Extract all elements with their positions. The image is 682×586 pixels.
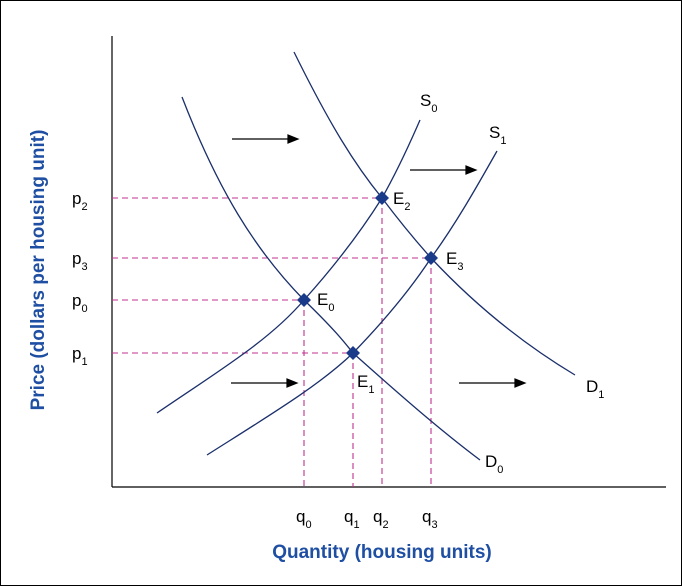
quantity-label-q0-sub: 0 — [305, 519, 311, 531]
equilibrium-point-e0 — [297, 293, 311, 307]
equilibrium-label-e2-sub: 2 — [404, 201, 410, 213]
equilibrium-label-e1-sub: 1 — [368, 384, 374, 396]
price-label-p2-base: p — [72, 189, 81, 208]
curve-label-d1-sub: 1 — [598, 389, 604, 401]
quantity-label-q1-base: q — [344, 507, 353, 526]
quantity-label-q3-sub: 3 — [431, 519, 437, 531]
curve-label-s0-base: S — [420, 91, 431, 110]
price-label-p1: p1 — [72, 344, 88, 368]
price-label-p3: p3 — [72, 249, 88, 273]
supply-curve-s0 — [156, 119, 421, 414]
quantity-label-q3: q3 — [422, 507, 438, 531]
curve-label-d1-base: D — [586, 377, 598, 396]
y-axis-title: Price (dollars per housing unit) — [28, 130, 49, 411]
equilibrium-label-e3-sub: 3 — [457, 261, 463, 273]
price-label-p3-sub: 3 — [81, 261, 87, 273]
equilibrium-label-e2: E2 — [393, 189, 410, 213]
curve-label-s1: S1 — [489, 123, 506, 147]
curve-label-d0-sub: 0 — [497, 464, 503, 476]
curve-label-s0: S0 — [420, 91, 437, 115]
equilibrium-point-e2 — [375, 191, 389, 205]
quantity-label-q0: q0 — [296, 507, 312, 531]
equilibrium-label-e0: E0 — [317, 290, 334, 314]
price-label-p1-sub: 1 — [81, 356, 87, 368]
guide-lines — [112, 197, 432, 487]
quantity-label-q2-sub: 2 — [382, 519, 388, 531]
supply-curve-s1 — [206, 150, 498, 456]
arrow-d1-shift-head — [465, 165, 478, 175]
curve-label-d0: D0 — [485, 452, 503, 476]
curve-label-d1: D1 — [586, 377, 604, 401]
curve-label-s1-base: S — [489, 123, 500, 142]
curve-label-d0-base: D — [485, 452, 497, 471]
equilibrium-label-e3-base: E — [446, 249, 457, 268]
equilibrium-label-e1-base: E — [357, 372, 368, 391]
quantity-label-q1: q1 — [344, 507, 360, 531]
quantity-label-q0-base: q — [296, 507, 305, 526]
quantity-label-q2-base: q — [373, 507, 382, 526]
equilibrium-label-e0-base: E — [317, 290, 328, 309]
price-label-p0: p0 — [72, 291, 88, 315]
price-label-p1-base: p — [72, 344, 81, 363]
arrow-supply-shift-head — [286, 378, 299, 388]
equilibrium-label-e1: E1 — [357, 372, 374, 396]
x-axis-title: Quantity (housing units) — [272, 542, 492, 563]
arrow-demand-shift-head — [287, 134, 300, 144]
arrow-s1-shift-head — [514, 378, 527, 388]
equilibrium-label-e3: E3 — [446, 249, 463, 273]
equilibrium-point-e3 — [424, 251, 438, 265]
curve-label-s0-sub: 0 — [431, 103, 437, 115]
shift-arrows — [231, 134, 527, 388]
price-label-p3-base: p — [72, 249, 81, 268]
quantity-label-q2: q2 — [373, 507, 389, 531]
equilibrium-point-e1 — [346, 346, 360, 360]
quantity-label-q1-sub: 1 — [353, 519, 359, 531]
price-label-p2-sub: 2 — [81, 201, 87, 213]
price-label-p0-base: p — [72, 291, 81, 310]
price-label-p0-sub: 0 — [81, 303, 87, 315]
curve-label-s1-sub: 1 — [500, 135, 506, 147]
demand-curve-d0 — [181, 96, 481, 461]
demand-curve-d1 — [293, 51, 576, 376]
equilibrium-label-e0-sub: 0 — [328, 302, 334, 314]
equilibrium-label-e2-base: E — [393, 189, 404, 208]
quantity-label-q3-base: q — [422, 507, 431, 526]
price-label-p2: p2 — [72, 189, 88, 213]
